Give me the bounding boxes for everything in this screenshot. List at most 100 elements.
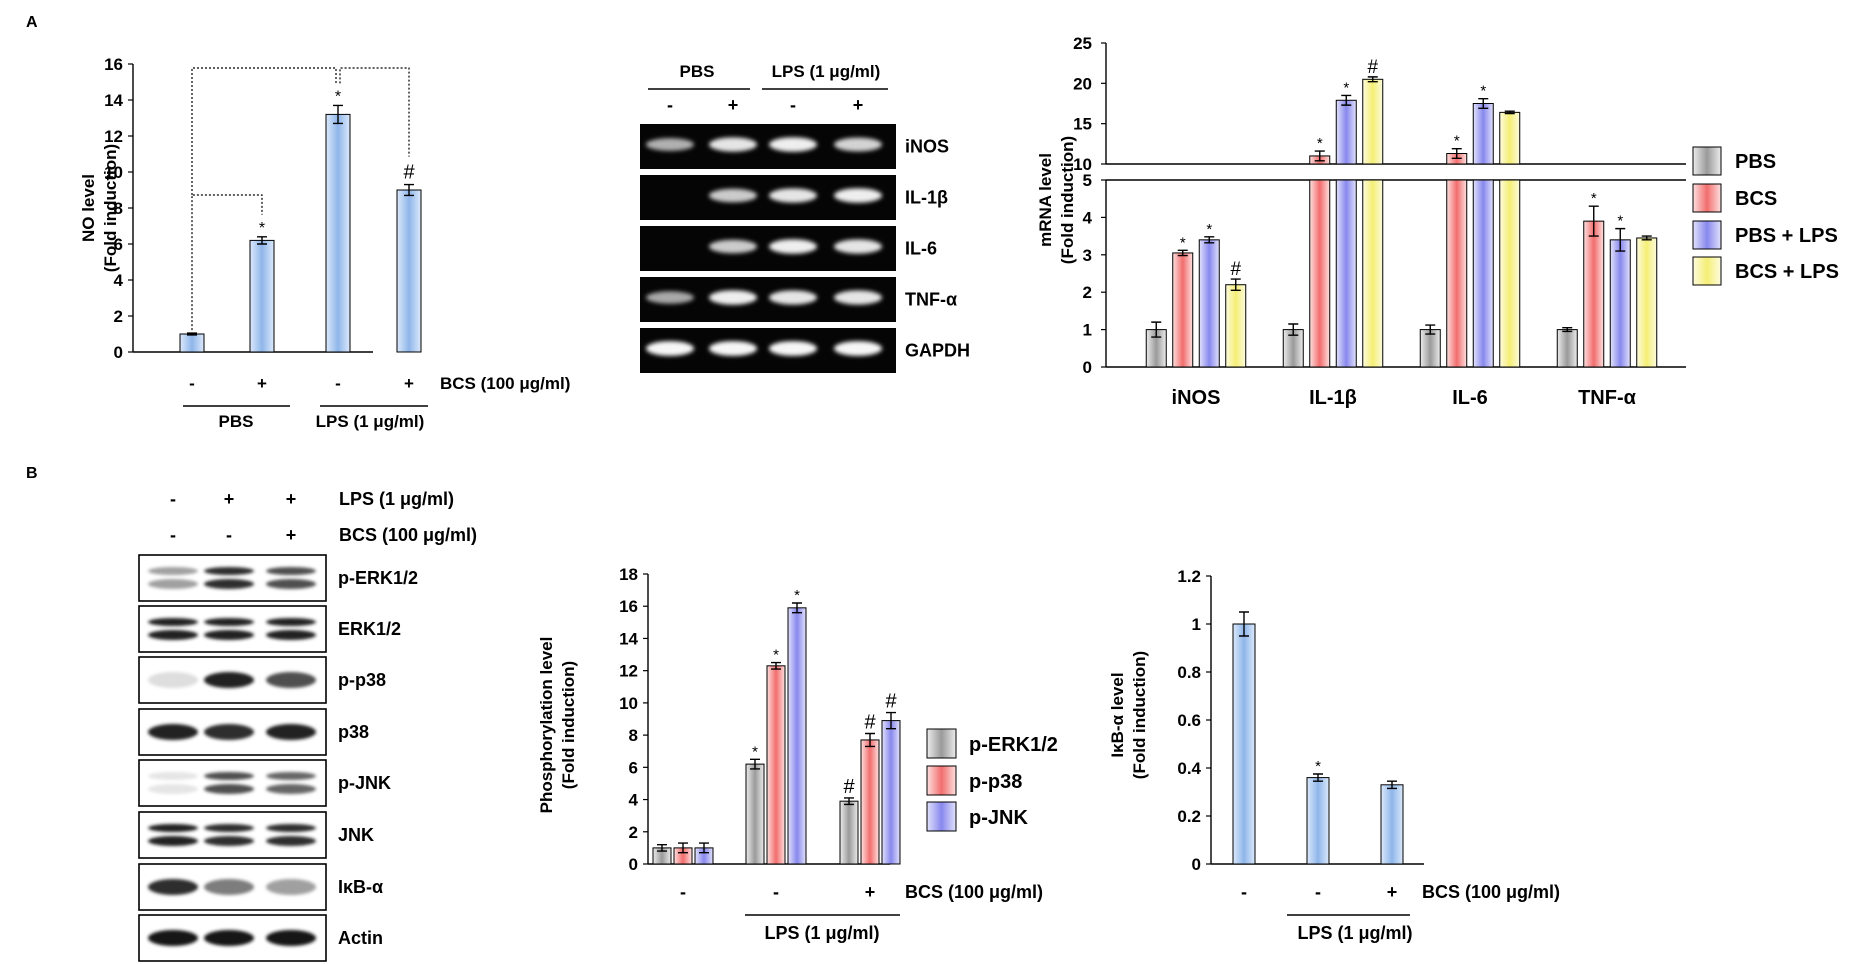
mrna-bar-upper bbox=[1335, 99, 1357, 165]
mrna-bar bbox=[1335, 179, 1357, 368]
mrna-bar bbox=[1499, 179, 1521, 368]
mrna-significance-mark: * bbox=[1480, 83, 1486, 100]
blot-band bbox=[266, 618, 316, 626]
ikb-alpha-chart: 0 0.2 0.4 0.6 0.8 1 1.2 IκB-α level (Fold induct… bbox=[1108, 567, 1560, 943]
blot-band bbox=[266, 772, 316, 780]
gel-band bbox=[769, 341, 817, 356]
mrna-significance-mark: # bbox=[1367, 57, 1378, 78]
mrna-category-label: iNOS bbox=[1172, 387, 1221, 409]
no-comparison-bracket bbox=[191, 67, 337, 195]
blot-row bbox=[138, 605, 327, 653]
mrna-legend-swatch bbox=[1692, 146, 1722, 176]
gel-band bbox=[646, 291, 694, 304]
ikb-y-tick-label: 1.2 bbox=[1177, 567, 1201, 586]
ikb-bar bbox=[1306, 777, 1330, 865]
mrna-error-bar bbox=[1451, 147, 1462, 160]
blot-band bbox=[204, 930, 254, 946]
mrna-significance-mark: * bbox=[1454, 133, 1460, 150]
blot-band bbox=[266, 579, 316, 589]
no-sign-label: + bbox=[257, 374, 267, 393]
phos-y-tick-label: 12 bbox=[619, 662, 638, 681]
no-bar bbox=[179, 333, 205, 353]
phos-significance-mark: # bbox=[885, 691, 897, 713]
gel-sign-label: - bbox=[667, 95, 673, 115]
blot-row-label: p-ERK1/2 bbox=[338, 568, 418, 588]
gel-band bbox=[646, 341, 694, 356]
blot-band bbox=[266, 724, 316, 740]
ikb-error-bar bbox=[1387, 780, 1397, 790]
blot-band bbox=[266, 824, 316, 832]
mrna-significance-mark: * bbox=[1617, 213, 1623, 230]
panel-label-b: B bbox=[26, 465, 38, 482]
no-error-bar bbox=[187, 332, 197, 336]
phos-significance-mark: # bbox=[843, 776, 855, 798]
ikb-y-label: (Fold induction) bbox=[1130, 651, 1149, 779]
blot-band bbox=[148, 672, 198, 688]
gel-band bbox=[834, 290, 882, 305]
no-significance-mark: # bbox=[403, 162, 415, 184]
ikb-y-label: IκB-α level bbox=[1108, 672, 1127, 757]
phos-legend-label: p-p38 bbox=[969, 771, 1022, 793]
no-bar bbox=[325, 113, 351, 353]
no-y-label: (Fold induction) bbox=[101, 144, 120, 272]
phos-legend-label: p-JNK bbox=[969, 807, 1028, 829]
blot-bcs-sign: + bbox=[286, 525, 297, 545]
phos-error-bar bbox=[844, 797, 854, 806]
blot-band bbox=[148, 879, 198, 895]
blot-band bbox=[204, 567, 254, 575]
mrna-bar bbox=[1362, 179, 1384, 368]
blot-row-label: Actin bbox=[338, 928, 383, 948]
phos-bar bbox=[745, 763, 765, 865]
blot-bcs-sign: - bbox=[226, 525, 232, 545]
blot-band bbox=[266, 672, 316, 688]
no-y-tick-label: 0 bbox=[114, 343, 123, 362]
phos-legend-swatch bbox=[926, 728, 957, 759]
mrna-error-bar bbox=[1288, 323, 1299, 336]
no-group-label: PBS bbox=[219, 412, 254, 431]
no-sign-label: + bbox=[404, 374, 414, 393]
phos-y-tick-label: 0 bbox=[629, 855, 638, 874]
mrna-error-bar bbox=[1177, 249, 1188, 257]
mrna-bar bbox=[1172, 252, 1194, 368]
no-error-bar bbox=[404, 183, 414, 197]
no-comparison-bracket bbox=[339, 67, 410, 157]
phos-legend-label: p-ERK1/2 bbox=[969, 734, 1058, 756]
blot-row-label: ERK1/2 bbox=[338, 619, 401, 639]
gel-band bbox=[709, 239, 757, 254]
mrna-category-label: TNF-α bbox=[1578, 387, 1637, 409]
no-error-bar bbox=[257, 236, 267, 245]
phos-error-bar bbox=[886, 711, 896, 730]
no-y-tick-label: 2 bbox=[114, 307, 123, 326]
no-treatment-label: BCS (100 μg/ml) bbox=[440, 374, 570, 393]
mrna-significance-mark: * bbox=[1206, 221, 1212, 238]
gel-band bbox=[709, 137, 757, 152]
mrna-bar bbox=[1225, 284, 1247, 368]
phos-legend-swatch bbox=[926, 765, 957, 796]
phos-significance-mark: # bbox=[864, 712, 876, 734]
mrna-error-bar bbox=[1425, 324, 1436, 335]
blot-band bbox=[266, 930, 316, 946]
mrna-error-bar bbox=[1230, 278, 1241, 292]
no-bar bbox=[249, 239, 275, 353]
phos-y-tick-label: 2 bbox=[629, 823, 638, 842]
mrna-error-bar bbox=[1151, 321, 1162, 338]
mrna-bar bbox=[1636, 237, 1658, 368]
gel-header-label: LPS (1 μg/ml) bbox=[772, 62, 881, 81]
phos-error-bar bbox=[771, 661, 781, 670]
phos-group-label: LPS (1 μg/ml) bbox=[764, 923, 879, 943]
no-error-bar bbox=[333, 104, 343, 125]
blot-band bbox=[266, 784, 316, 794]
gel-sign-label: - bbox=[790, 95, 796, 115]
ikb-sign-label: - bbox=[1241, 882, 1247, 902]
phos-bar bbox=[787, 607, 807, 865]
blot-band bbox=[266, 567, 316, 575]
phos-error-bar bbox=[865, 732, 875, 748]
no-level-chart: 0 2 4 6 8 10 12 14 16 NO level (Fold induction) - * +… bbox=[79, 55, 570, 431]
phos-bar bbox=[839, 800, 859, 865]
gel-band bbox=[709, 188, 757, 203]
mrna-y-label: (Fold induction) bbox=[1058, 136, 1077, 264]
mrna-bar-upper bbox=[1472, 103, 1494, 165]
blot-band bbox=[148, 567, 198, 575]
ikb-y-tick-label: 0 bbox=[1192, 855, 1201, 874]
